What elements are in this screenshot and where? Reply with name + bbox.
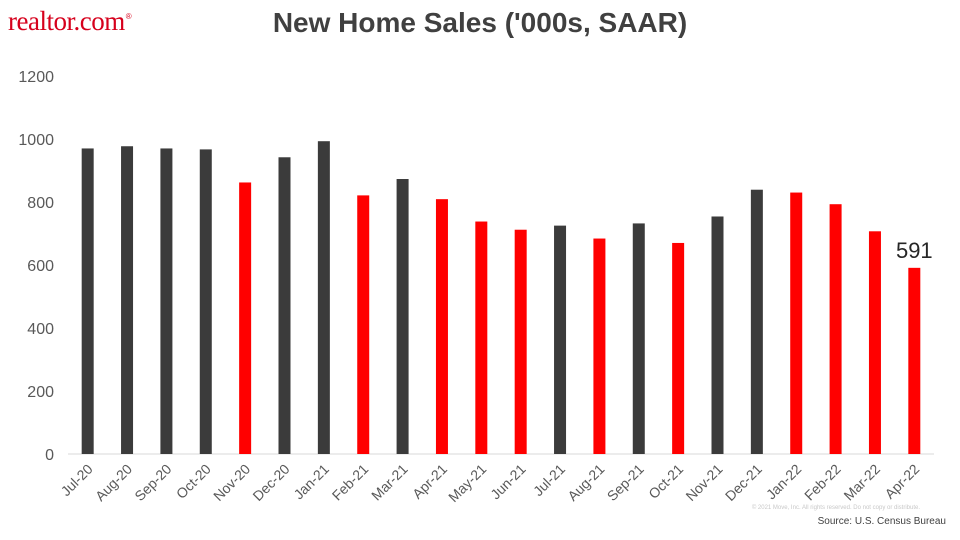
x-tick-label: Aug-21 <box>564 461 607 504</box>
bar-feb-22 <box>829 204 842 454</box>
bar-nov-21 <box>711 216 724 454</box>
y-tick-label: 1000 <box>18 132 54 149</box>
bar-mar-22 <box>868 231 881 454</box>
y-tick-label: 800 <box>27 195 54 212</box>
y-tick-label: 600 <box>27 258 54 275</box>
x-tick-label: Jan-22 <box>763 461 805 503</box>
bar-dec-20 <box>278 157 291 454</box>
bar-jan-22 <box>790 192 803 455</box>
x-tick-label: May-21 <box>445 461 489 505</box>
bar-feb-21 <box>357 195 370 454</box>
x-tick-label: Apr-21 <box>409 461 450 502</box>
y-tick-label: 200 <box>27 384 54 401</box>
y-tick-label: 0 <box>45 447 54 464</box>
registered-mark: ® <box>125 12 132 21</box>
x-tick-label: Jan-21 <box>290 461 332 503</box>
bar-oct-20 <box>199 149 212 454</box>
x-tick-label: Jul-20 <box>58 461 96 499</box>
x-tick-label: Jul-21 <box>530 461 568 499</box>
x-tick-label: Apr-22 <box>881 461 922 502</box>
bar-aug-20 <box>121 146 134 454</box>
realtor-logo: realtor.com® <box>8 6 132 37</box>
logo-text: realtor.com <box>8 6 125 36</box>
x-tick-label: Dec-20 <box>249 461 292 504</box>
x-tick-label: Nov-21 <box>682 461 725 504</box>
chart-title: New Home Sales ('000s, SAAR) <box>272 7 688 38</box>
x-tick-label: Mar-21 <box>368 461 411 504</box>
x-tick-label: Oct-21 <box>645 461 686 502</box>
x-tick-label: Sep-21 <box>604 461 647 504</box>
bar-apr-22 <box>908 267 921 454</box>
bar-sep-20 <box>160 148 173 454</box>
bar-aug-21 <box>593 238 606 454</box>
x-tick-label: Aug-20 <box>92 461 135 504</box>
bar-mar-21 <box>396 179 409 454</box>
copyright-notice: © 2021 Move, Inc. All rights reserved. D… <box>751 505 920 511</box>
bar-apr-21 <box>435 199 448 454</box>
x-tick-label: Oct-20 <box>173 461 214 502</box>
bar-may-21 <box>475 221 488 454</box>
data-label-apr-22: 591 <box>896 238 933 263</box>
x-tick-label: Sep-20 <box>131 461 174 504</box>
x-tick-label: Jun-21 <box>487 461 529 503</box>
bar-jul-21 <box>554 225 567 454</box>
y-tick-label: 1200 <box>18 69 54 86</box>
bar-nov-20 <box>239 182 252 454</box>
bar-jul-20 <box>81 148 94 454</box>
x-tick-label: Mar-22 <box>840 461 883 504</box>
bar-jan-21 <box>317 141 330 454</box>
bar-oct-21 <box>672 242 685 454</box>
bar-jun-21 <box>514 229 527 454</box>
x-tick-label: Feb-22 <box>801 461 844 504</box>
bar-dec-21 <box>750 189 763 454</box>
y-tick-label: 400 <box>27 321 54 338</box>
x-tick-label: Nov-20 <box>210 461 253 504</box>
x-tick-label: Feb-21 <box>329 461 372 504</box>
bar-sep-21 <box>632 223 645 454</box>
source-note: Source: U.S. Census Bureau <box>817 516 946 527</box>
x-tick-label: Dec-21 <box>722 461 765 504</box>
